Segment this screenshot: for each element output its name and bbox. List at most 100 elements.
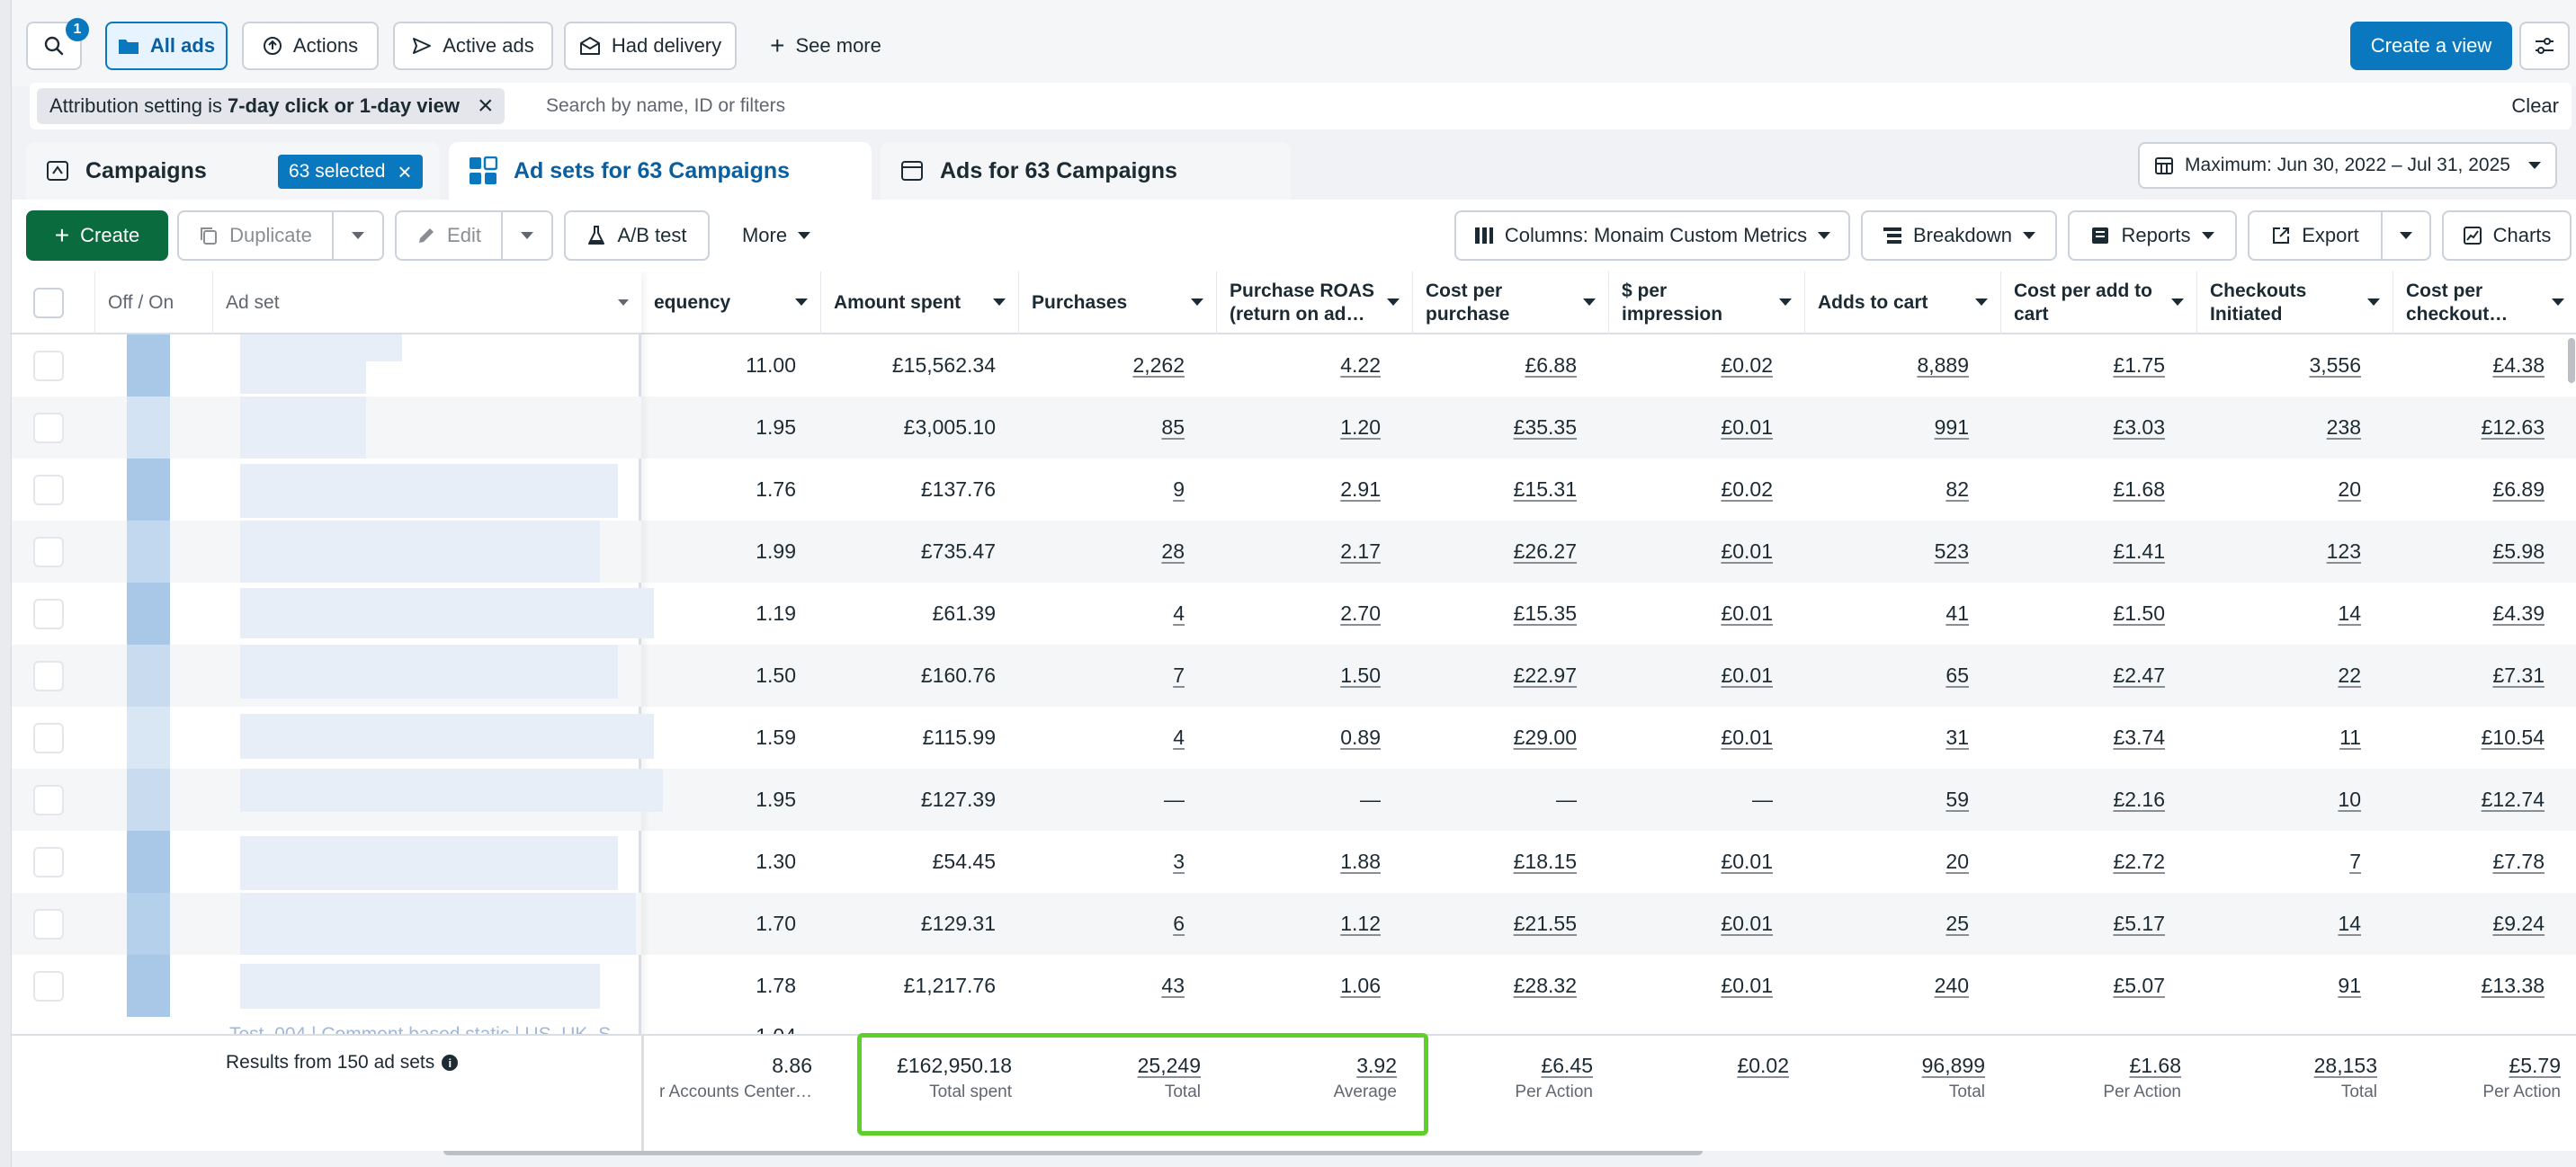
cell-cost-per-add-to-cart[interactable]: £1.41 — [2113, 539, 2165, 563]
cell-checkouts[interactable]: 14 — [2338, 601, 2361, 625]
actions-button[interactable]: Actions — [242, 22, 379, 70]
header-amount-spent[interactable]: Amount spent — [821, 272, 1019, 334]
edit-button[interactable]: Edit — [395, 210, 503, 261]
table-row[interactable]: 1.19 £61.39 4 2.70 £15.35 £0.01 41 £1.50 14 £4.39 — [12, 583, 2576, 645]
cell-cost-per-checkout[interactable]: £6.89 — [2492, 477, 2545, 501]
search-input[interactable]: Search by name, ID or filters — [546, 88, 2255, 124]
delivery-toggle[interactable] — [127, 955, 170, 1017]
row-checkbox[interactable] — [33, 661, 64, 691]
cell-adds-to-cart[interactable]: 523 — [1934, 539, 1969, 563]
cell-cost-per-add-to-cart[interactable]: £1.75 — [2113, 353, 2165, 377]
delivery-toggle[interactable] — [127, 707, 170, 769]
cell-per-impression[interactable]: £0.01 — [1721, 415, 1773, 439]
date-range-picker[interactable]: Maximum: Jun 30, 2022 – Jul 31, 2025 — [2138, 142, 2557, 189]
header-roas[interactable]: Purchase ROAS (return on ad… — [1217, 272, 1413, 334]
cell-checkouts[interactable]: 20 — [2338, 477, 2361, 501]
cell-cost-per-purchase[interactable]: £15.31 — [1513, 477, 1577, 501]
sort-caret-icon[interactable] — [1387, 298, 1400, 306]
row-checkbox[interactable] — [33, 847, 64, 877]
cell-cost-per-purchase[interactable]: £15.35 — [1513, 601, 1577, 625]
frozen-row[interactable] — [12, 707, 654, 769]
cell-checkouts[interactable]: 10 — [2338, 788, 2361, 811]
clear-selection-icon[interactable]: × — [398, 157, 412, 185]
header-adds-to-cart[interactable]: Adds to cart — [1805, 272, 2001, 334]
table-row[interactable]: 1.59 £115.99 4 0.89 £29.00 £0.01 31 £3.74 11 £10.… — [12, 707, 2576, 769]
frozen-row[interactable] — [12, 831, 641, 893]
cell-roas[interactable]: 2.70 — [1340, 601, 1381, 625]
total-purchases[interactable]: 25,249 — [1137, 1054, 1201, 1077]
vertical-scrollbar[interactable] — [2568, 338, 2575, 383]
header-cost-per-purchase[interactable]: Cost per purchase — [1413, 272, 1609, 334]
cell-purchases[interactable]: 6 — [1173, 912, 1185, 935]
sort-caret-icon[interactable] — [2367, 298, 2380, 306]
cell-per-impression[interactable]: £0.01 — [1721, 850, 1773, 873]
table-row[interactable]: 1.78 £1,217.76 43 1.06 £28.32 £0.01 240 £5.07 91… — [12, 955, 2576, 1017]
cell-purchases[interactable]: 85 — [1161, 415, 1185, 439]
cell-per-impression[interactable]: £0.02 — [1721, 353, 1773, 377]
cell-adds-to-cart[interactable]: 82 — [1945, 477, 1969, 501]
cell-per-impression[interactable]: £0.01 — [1721, 726, 1773, 749]
cell-cost-per-purchase[interactable]: £6.88 — [1525, 353, 1577, 377]
total-cost-per-add-to-cart[interactable]: £1.68 — [2129, 1054, 2181, 1077]
frozen-row[interactable] — [12, 893, 641, 955]
cell-cost-per-purchase[interactable]: £28.32 — [1513, 974, 1577, 997]
row-checkbox[interactable] — [33, 785, 64, 815]
cell-cost-per-add-to-cart[interactable]: £2.16 — [2113, 788, 2165, 811]
cell-roas[interactable]: 2.91 — [1340, 477, 1381, 501]
frozen-row[interactable] — [12, 583, 654, 645]
cell-per-impression[interactable]: £0.01 — [1721, 601, 1773, 625]
header-off-on[interactable]: Off / On — [94, 272, 213, 334]
table-row[interactable]: 11.00 £15,562.34 2,262 4.22 £6.88 £0.02 8,889 £… — [12, 334, 2576, 396]
total-per-impression[interactable]: £0.02 — [1737, 1054, 1789, 1077]
cell-per-impression[interactable]: £0.01 — [1721, 974, 1773, 997]
cell-roas[interactable]: 2.17 — [1340, 539, 1381, 563]
tab-adsets[interactable]: Ad sets for 63 Campaigns — [449, 142, 872, 200]
export-dropdown[interactable] — [2381, 210, 2431, 261]
see-more-button[interactable]: + See more — [751, 22, 900, 70]
header-cost-per-checkout[interactable]: Cost per checkout… — [2393, 272, 2576, 334]
cell-adds-to-cart[interactable]: 8,889 — [1917, 353, 1969, 377]
cell-checkouts[interactable]: 123 — [2326, 539, 2361, 563]
header-frequency[interactable]: equency — [641, 272, 821, 334]
cell-per-impression[interactable]: £0.01 — [1721, 664, 1773, 687]
cell-cost-per-purchase[interactable]: — — [1556, 788, 1577, 811]
row-checkbox[interactable] — [33, 351, 64, 381]
cell-cost-per-add-to-cart[interactable]: £5.07 — [2113, 974, 2165, 997]
active-ads-button[interactable]: Active ads — [393, 22, 553, 70]
cell-adds-to-cart[interactable]: 31 — [1945, 726, 1969, 749]
cell-cost-per-add-to-cart[interactable]: £3.03 — [2113, 415, 2165, 439]
columns-button[interactable]: Columns: Monaim Custom Metrics — [1454, 210, 1850, 261]
sort-caret-icon[interactable] — [2552, 298, 2564, 306]
delivery-toggle[interactable] — [127, 459, 170, 521]
row-checkbox[interactable] — [33, 971, 64, 1002]
cell-cost-per-checkout[interactable]: £7.78 — [2492, 850, 2545, 873]
sort-caret-icon[interactable] — [993, 298, 1006, 306]
header-purchases[interactable]: Purchases — [1019, 272, 1217, 334]
header-cost-per-add-to-cart[interactable]: Cost per add to cart — [2001, 272, 2197, 334]
cell-per-impression[interactable]: £0.01 — [1721, 539, 1773, 563]
cell-checkouts[interactable]: 238 — [2326, 415, 2361, 439]
cell-cost-per-purchase[interactable]: £35.35 — [1513, 415, 1577, 439]
cell-cost-per-add-to-cart[interactable]: £1.50 — [2113, 601, 2165, 625]
cell-purchases[interactable]: 4 — [1173, 601, 1185, 625]
cell-cost-per-checkout[interactable]: £12.74 — [2481, 788, 2545, 811]
cell-roas[interactable]: 1.06 — [1340, 974, 1381, 997]
frozen-row[interactable] — [12, 521, 641, 583]
total-cost-per-checkout[interactable]: £5.79 — [2509, 1054, 2561, 1077]
frozen-row[interactable] — [12, 955, 641, 1017]
cell-adds-to-cart[interactable]: 65 — [1945, 664, 1969, 687]
cell-adds-to-cart[interactable]: 991 — [1934, 415, 1969, 439]
search-button[interactable]: 1 — [26, 18, 89, 70]
cell-purchases[interactable]: 3 — [1173, 850, 1185, 873]
attribution-filter-chip[interactable]: Attribution setting is 7-day click or 1-… — [37, 88, 505, 124]
frozen-row[interactable] — [12, 769, 663, 831]
cell-roas[interactable]: 1.20 — [1340, 415, 1381, 439]
export-button[interactable]: Export — [2248, 210, 2383, 261]
cell-adds-to-cart[interactable]: 20 — [1945, 850, 1969, 873]
delivery-toggle[interactable] — [127, 583, 170, 645]
cell-roas[interactable]: 4.22 — [1340, 353, 1381, 377]
row-checkbox[interactable] — [33, 537, 64, 567]
cell-purchases[interactable]: 2,262 — [1132, 353, 1185, 377]
cell-purchases[interactable]: 9 — [1173, 477, 1185, 501]
view-settings-button[interactable] — [2519, 22, 2570, 70]
